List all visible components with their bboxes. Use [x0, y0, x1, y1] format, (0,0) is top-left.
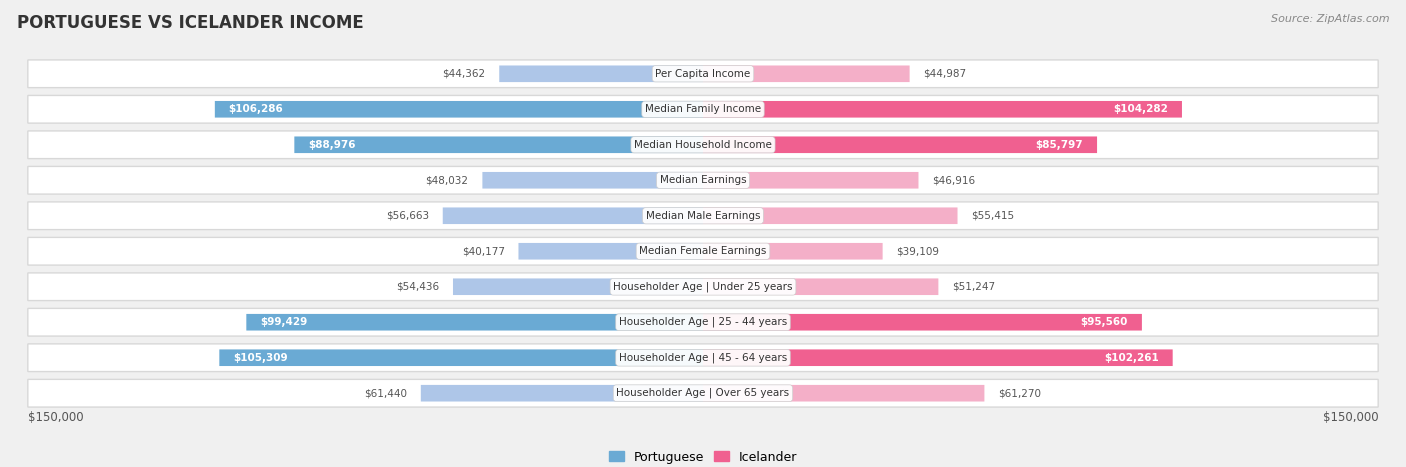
FancyBboxPatch shape [703, 136, 1097, 153]
Text: $85,797: $85,797 [1036, 140, 1083, 150]
Text: $48,032: $48,032 [426, 175, 468, 185]
FancyBboxPatch shape [703, 278, 938, 295]
Text: Per Capita Income: Per Capita Income [655, 69, 751, 79]
FancyBboxPatch shape [453, 278, 703, 295]
FancyBboxPatch shape [519, 243, 703, 260]
FancyBboxPatch shape [703, 385, 984, 402]
FancyBboxPatch shape [28, 131, 1378, 159]
FancyBboxPatch shape [28, 202, 1378, 230]
Text: Median Household Income: Median Household Income [634, 140, 772, 150]
Text: $106,286: $106,286 [229, 104, 284, 114]
FancyBboxPatch shape [28, 273, 1378, 301]
Legend: Portuguese, Icelander: Portuguese, Icelander [603, 446, 803, 467]
FancyBboxPatch shape [294, 136, 703, 153]
FancyBboxPatch shape [703, 101, 1182, 118]
Text: $102,261: $102,261 [1104, 353, 1159, 363]
FancyBboxPatch shape [28, 308, 1378, 336]
FancyBboxPatch shape [215, 101, 703, 118]
Text: Householder Age | Over 65 years: Householder Age | Over 65 years [616, 388, 790, 398]
Text: $88,976: $88,976 [308, 140, 356, 150]
FancyBboxPatch shape [703, 172, 918, 189]
Text: Householder Age | 45 - 64 years: Householder Age | 45 - 64 years [619, 353, 787, 363]
FancyBboxPatch shape [703, 243, 883, 260]
FancyBboxPatch shape [703, 349, 1173, 366]
Text: $44,987: $44,987 [924, 69, 966, 79]
FancyBboxPatch shape [28, 95, 1378, 123]
FancyBboxPatch shape [482, 172, 703, 189]
Text: $40,177: $40,177 [461, 246, 505, 256]
Text: Source: ZipAtlas.com: Source: ZipAtlas.com [1271, 14, 1389, 24]
FancyBboxPatch shape [28, 379, 1378, 407]
Text: $44,362: $44,362 [443, 69, 485, 79]
FancyBboxPatch shape [420, 385, 703, 402]
Text: $150,000: $150,000 [28, 411, 83, 424]
FancyBboxPatch shape [28, 60, 1378, 88]
Text: $99,429: $99,429 [260, 317, 308, 327]
FancyBboxPatch shape [219, 349, 703, 366]
Text: $39,109: $39,109 [897, 246, 939, 256]
FancyBboxPatch shape [443, 207, 703, 224]
FancyBboxPatch shape [499, 65, 703, 82]
Text: $54,436: $54,436 [396, 282, 439, 292]
Text: $61,270: $61,270 [998, 388, 1042, 398]
Text: $56,663: $56,663 [385, 211, 429, 221]
Text: PORTUGUESE VS ICELANDER INCOME: PORTUGUESE VS ICELANDER INCOME [17, 14, 364, 32]
Text: $61,440: $61,440 [364, 388, 406, 398]
Text: Householder Age | 25 - 44 years: Householder Age | 25 - 44 years [619, 317, 787, 327]
Text: $105,309: $105,309 [233, 353, 288, 363]
Text: Median Female Earnings: Median Female Earnings [640, 246, 766, 256]
FancyBboxPatch shape [703, 314, 1142, 331]
FancyBboxPatch shape [28, 166, 1378, 194]
Text: $150,000: $150,000 [1323, 411, 1378, 424]
Text: $46,916: $46,916 [932, 175, 976, 185]
FancyBboxPatch shape [28, 237, 1378, 265]
Text: Median Male Earnings: Median Male Earnings [645, 211, 761, 221]
Text: Median Earnings: Median Earnings [659, 175, 747, 185]
Text: Median Family Income: Median Family Income [645, 104, 761, 114]
FancyBboxPatch shape [703, 65, 910, 82]
FancyBboxPatch shape [28, 344, 1378, 372]
Text: $95,560: $95,560 [1081, 317, 1128, 327]
Text: Householder Age | Under 25 years: Householder Age | Under 25 years [613, 282, 793, 292]
Text: $55,415: $55,415 [972, 211, 1014, 221]
FancyBboxPatch shape [246, 314, 703, 331]
Text: $104,282: $104,282 [1114, 104, 1168, 114]
FancyBboxPatch shape [703, 207, 957, 224]
Text: $51,247: $51,247 [952, 282, 995, 292]
